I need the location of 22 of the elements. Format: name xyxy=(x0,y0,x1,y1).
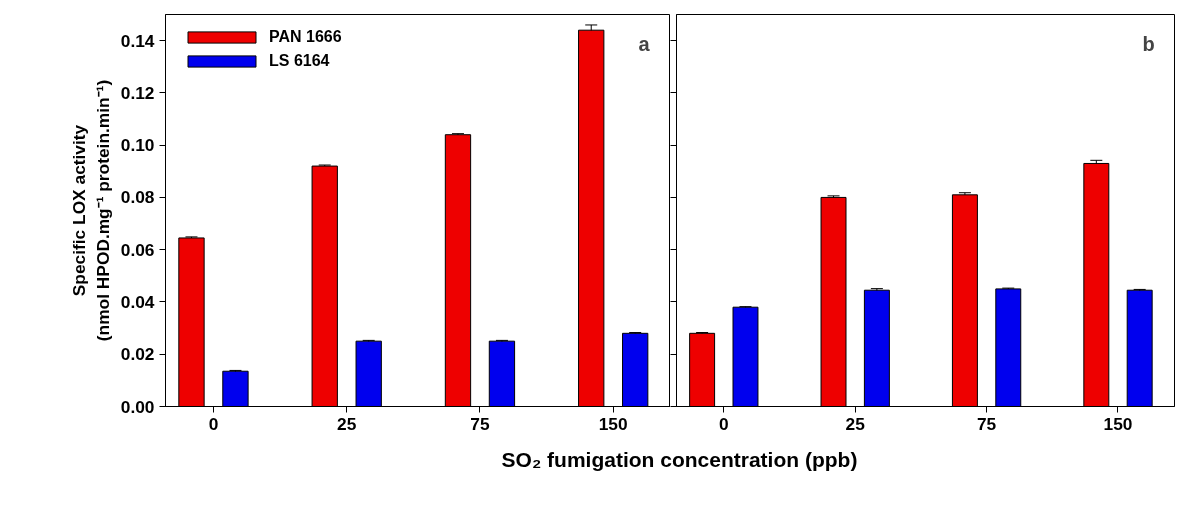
y-tick-label: 0.00 xyxy=(120,396,155,417)
x-tick-label: 25 xyxy=(337,413,357,434)
y-tick-label: 0.10 xyxy=(120,135,155,156)
y-tick-label: 0.12 xyxy=(120,82,155,103)
x-tick-label: 150 xyxy=(598,413,628,434)
x-tick-label: 0 xyxy=(718,413,729,434)
y-tick-label: 0.04 xyxy=(120,291,155,312)
y-tick-label: 0.06 xyxy=(120,239,155,260)
x-tick-label: 150 xyxy=(1103,413,1133,434)
legend-label: LS 6164 xyxy=(269,52,330,70)
y-axis-title: Specific LOX activity (nmol HPOD.mg⁻¹ protein.min⁻¹) xyxy=(68,79,113,342)
annotation: b xyxy=(1142,32,1155,55)
x-axis-title: SO₂ fumigation concentration (ppb) xyxy=(501,447,858,473)
y-tick-label: 0.08 xyxy=(120,187,155,208)
x-tick-label: 75 xyxy=(470,413,490,434)
x-tick-label: 75 xyxy=(976,413,997,434)
y-tick-label: 0.02 xyxy=(120,344,155,365)
y-tick-label: 0.14 xyxy=(120,30,155,51)
legend-label: PAN 1666 xyxy=(269,28,342,46)
x-tick-label: 0 xyxy=(208,413,219,434)
x-tick-label: 25 xyxy=(845,413,866,434)
annotation: a xyxy=(638,32,651,55)
